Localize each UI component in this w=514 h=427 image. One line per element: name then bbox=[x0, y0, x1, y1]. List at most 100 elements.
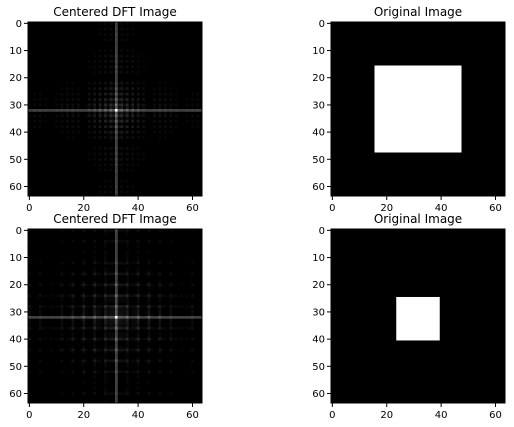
dft-pixel bbox=[125, 267, 129, 270]
dft-pixel bbox=[115, 250, 118, 254]
dft-pixel bbox=[109, 239, 113, 243]
dft-pixel bbox=[169, 318, 173, 322]
dft-pixel bbox=[128, 103, 132, 107]
dft-pixel bbox=[66, 87, 69, 91]
dft-pixel bbox=[60, 313, 64, 317]
dft-pixel bbox=[85, 316, 88, 319]
dft-pixel bbox=[115, 133, 118, 137]
dft-pixel bbox=[134, 261, 137, 265]
dft-pixel bbox=[169, 114, 173, 118]
dft-pixel bbox=[125, 114, 129, 118]
dft-pixel bbox=[101, 326, 105, 330]
dft-pixel bbox=[106, 103, 110, 107]
dft-pixel bbox=[98, 100, 102, 104]
dft-pixel bbox=[93, 386, 97, 390]
dft-pixel bbox=[55, 337, 58, 341]
dft-pixel bbox=[161, 283, 164, 287]
dft-pixel bbox=[52, 316, 56, 319]
dft-pixel bbox=[131, 185, 135, 188]
dft-pixel bbox=[147, 239, 151, 243]
dft-pixel bbox=[79, 272, 83, 276]
dft-pixel bbox=[98, 111, 102, 115]
dft-pixel bbox=[125, 375, 129, 379]
dft-pixel bbox=[60, 335, 64, 338]
dft-pixel bbox=[169, 335, 173, 338]
dft-pixel bbox=[68, 283, 72, 287]
dft-pixel bbox=[49, 283, 53, 287]
dft-pixel bbox=[60, 130, 64, 134]
dft-pixel bbox=[115, 22, 118, 25]
dft-pixel bbox=[112, 81, 116, 85]
dft-pixel bbox=[115, 76, 118, 80]
dft-pixel bbox=[158, 335, 162, 338]
dft-pixel bbox=[38, 307, 42, 311]
dft-pixel bbox=[79, 109, 83, 112]
dft-pixel bbox=[112, 345, 116, 349]
dft-pixel bbox=[115, 65, 118, 69]
dft-pixel bbox=[115, 62, 118, 66]
dft-pixel bbox=[120, 125, 124, 129]
dft-pixel bbox=[76, 111, 80, 115]
dft-pixel bbox=[117, 152, 121, 156]
dft-pixel bbox=[95, 283, 99, 287]
dft-pixel bbox=[158, 87, 162, 91]
dft-pixel bbox=[71, 351, 75, 355]
dft-pixel bbox=[106, 299, 110, 303]
dft-pixel bbox=[117, 351, 121, 355]
dft-pixel bbox=[112, 103, 116, 107]
dft-pixel bbox=[147, 272, 151, 276]
dft-pixel bbox=[191, 321, 194, 325]
dft-pixel bbox=[147, 335, 151, 338]
x-tick-label: 0 bbox=[26, 410, 32, 421]
dft-pixel bbox=[155, 294, 159, 298]
dft-pixel bbox=[109, 136, 113, 139]
dft-pixel bbox=[131, 318, 135, 322]
dft-pixel bbox=[115, 313, 118, 317]
dft-pixel bbox=[134, 324, 137, 327]
dft-pixel bbox=[136, 364, 140, 368]
dft-pixel bbox=[98, 185, 102, 188]
dft-pixel bbox=[106, 296, 110, 300]
dft-pixel bbox=[125, 280, 129, 284]
dft-pixel bbox=[93, 364, 97, 368]
dft-pixel bbox=[147, 305, 151, 308]
dft-pixel bbox=[120, 185, 124, 188]
dft-pixel bbox=[134, 337, 137, 341]
dft-pixel bbox=[60, 337, 64, 341]
dft-pixel bbox=[125, 359, 129, 363]
dft-pixel bbox=[109, 27, 113, 31]
dft-pixel bbox=[87, 337, 91, 341]
dft-pixel bbox=[191, 359, 194, 363]
dft-pixel bbox=[93, 111, 97, 115]
dft-pixel bbox=[76, 106, 80, 110]
dft-pixel bbox=[115, 354, 118, 357]
dft-pixel bbox=[153, 98, 156, 101]
dft-pixel bbox=[158, 313, 162, 317]
dft-pixel bbox=[163, 119, 167, 123]
dft-pixel bbox=[57, 294, 61, 298]
dft-pixel bbox=[115, 291, 118, 295]
dft-pixel bbox=[115, 337, 118, 341]
dft-pixel bbox=[104, 337, 107, 341]
dft-pixel bbox=[136, 87, 140, 91]
dft-pixel bbox=[147, 307, 151, 311]
dft-pixel bbox=[98, 114, 102, 118]
dft-pixel bbox=[104, 359, 107, 363]
dft-pixel bbox=[115, 329, 118, 333]
x-tick-label: 20 bbox=[380, 410, 393, 421]
dft-pixel bbox=[115, 389, 118, 393]
dft-pixel bbox=[120, 109, 124, 112]
x-tick-label: 40 bbox=[435, 410, 448, 421]
dft-pixel bbox=[85, 305, 88, 308]
dft-pixel bbox=[57, 326, 61, 330]
dft-pixel bbox=[125, 242, 129, 246]
dft-pixel bbox=[136, 109, 140, 112]
dft-pixel bbox=[125, 386, 129, 390]
dft-pixel bbox=[82, 272, 86, 276]
dft-pixel bbox=[163, 326, 167, 330]
dft-pixel bbox=[115, 305, 118, 308]
dft-pixel bbox=[120, 136, 124, 139]
dft-pixel bbox=[104, 114, 107, 118]
x-tick-label: 60 bbox=[186, 410, 199, 421]
dft-pixel bbox=[139, 103, 143, 107]
